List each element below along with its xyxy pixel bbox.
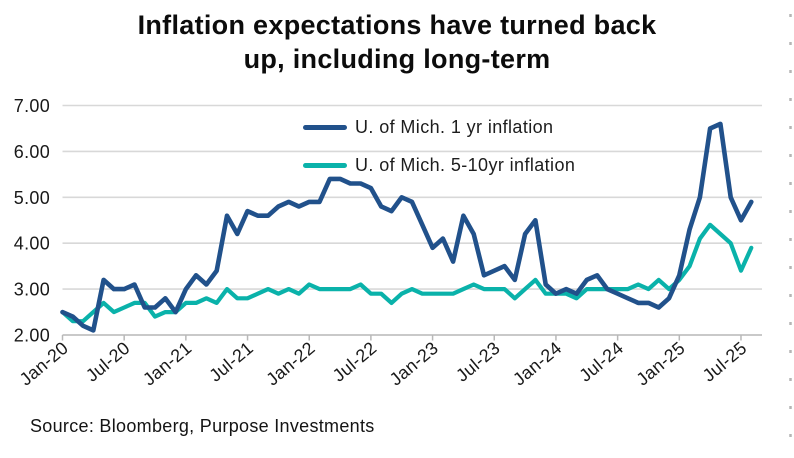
page-title: Inflation expectations have turned back u… [0,8,794,76]
y-axis-label: 4.00 [14,234,50,254]
x-axis-label: Jan-21 [139,338,195,390]
series-line-1yr-inflation [60,121,754,333]
legend-swatch-5-10yr-icon [303,162,347,169]
legend-swatch-1yr-icon [303,124,347,131]
x-axis-label: Jan-24 [509,338,565,390]
y-axis-label: 7.00 [14,96,50,116]
x-axis-label: Jan-25 [632,338,688,390]
x-axis-label: Jul-24 [575,338,627,386]
y-axis-label: 3.00 [14,280,50,300]
y-axis-label: 6.00 [14,142,50,162]
x-axis-label: Jul-22 [329,338,381,386]
y-axis-label: 5.00 [14,188,50,208]
y-axis-label: 2.00 [14,326,50,346]
page-title-line1: Inflation expectations have turned back [137,10,657,40]
x-axis-label: Jan-20 [16,338,72,390]
legend-item-5-10yr: U. of Mich. 5-10yr inflation [303,155,575,176]
x-axis-label: Jul-20 [82,338,134,386]
x-axis-label: Jul-25 [699,338,751,386]
x-axis-label: Jan-22 [262,338,318,390]
legend-label-5-10yr: U. of Mich. 5-10yr inflation [355,155,576,175]
source-text: Source: Bloomberg, Purpose Investments [30,416,375,436]
legend: U. of Mich. 1 yr inflation U. of Mich. 5… [303,117,575,193]
page-title-line2: up, including long-term [243,44,551,75]
x-axis-label: Jul-23 [452,338,504,386]
legend-label-1yr: U. of Mich. 1 yr inflation [355,117,554,137]
x-axis-label: Jan-23 [386,338,442,390]
legend-item-1yr: U. of Mich. 1 yr inflation [303,117,575,138]
x-axis-label: Jul-21 [205,338,257,386]
series-line-5-10yr-inflation [60,222,754,324]
